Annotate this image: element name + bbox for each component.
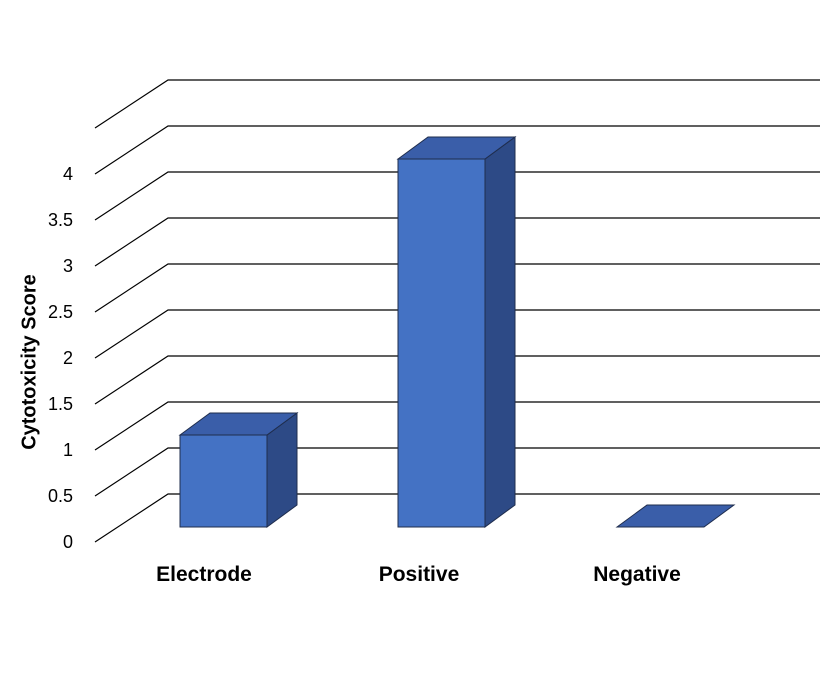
- gridline: [94, 79, 820, 129]
- category-label: Electrode: [156, 563, 252, 586]
- y-tick-label: 0: [63, 532, 73, 552]
- y-tick-label: 2.5: [48, 302, 73, 322]
- gridline: [94, 493, 820, 543]
- bar: [178, 412, 299, 528]
- y-tick-labels: 0 0.5 1 1.5 2 2.5 3 3.5 4: [48, 164, 73, 552]
- bar: [396, 136, 517, 528]
- bar-side: [484, 136, 516, 528]
- gridline: [94, 171, 820, 221]
- category-label: Negative: [593, 563, 681, 586]
- y-tick-label: 3.5: [48, 210, 73, 230]
- bar-top: [396, 136, 517, 160]
- gridline: [94, 309, 820, 359]
- bar: [615, 504, 736, 528]
- gridline: [94, 125, 820, 175]
- gridline: [94, 217, 820, 267]
- y-tick-label: 1: [63, 440, 73, 460]
- gridline: [94, 355, 820, 405]
- bar-top: [178, 412, 299, 436]
- gridline: [94, 447, 820, 497]
- grid-layer: [94, 79, 820, 543]
- category-labels: Electrode Positive Negative: [156, 563, 681, 586]
- bars-layer: [178, 136, 736, 528]
- bar-front: [179, 434, 268, 528]
- y-tick-label: 4: [63, 164, 73, 184]
- y-tick-label: 1.5: [48, 394, 73, 414]
- gridline: [94, 263, 820, 313]
- category-label: Positive: [379, 563, 460, 586]
- gridline: [94, 401, 820, 451]
- y-tick-label: 0.5: [48, 486, 73, 506]
- bar-top: [615, 504, 736, 528]
- bar-front: [397, 158, 486, 528]
- y-tick-label: 3: [63, 256, 73, 276]
- y-tick-label: 2: [63, 348, 73, 368]
